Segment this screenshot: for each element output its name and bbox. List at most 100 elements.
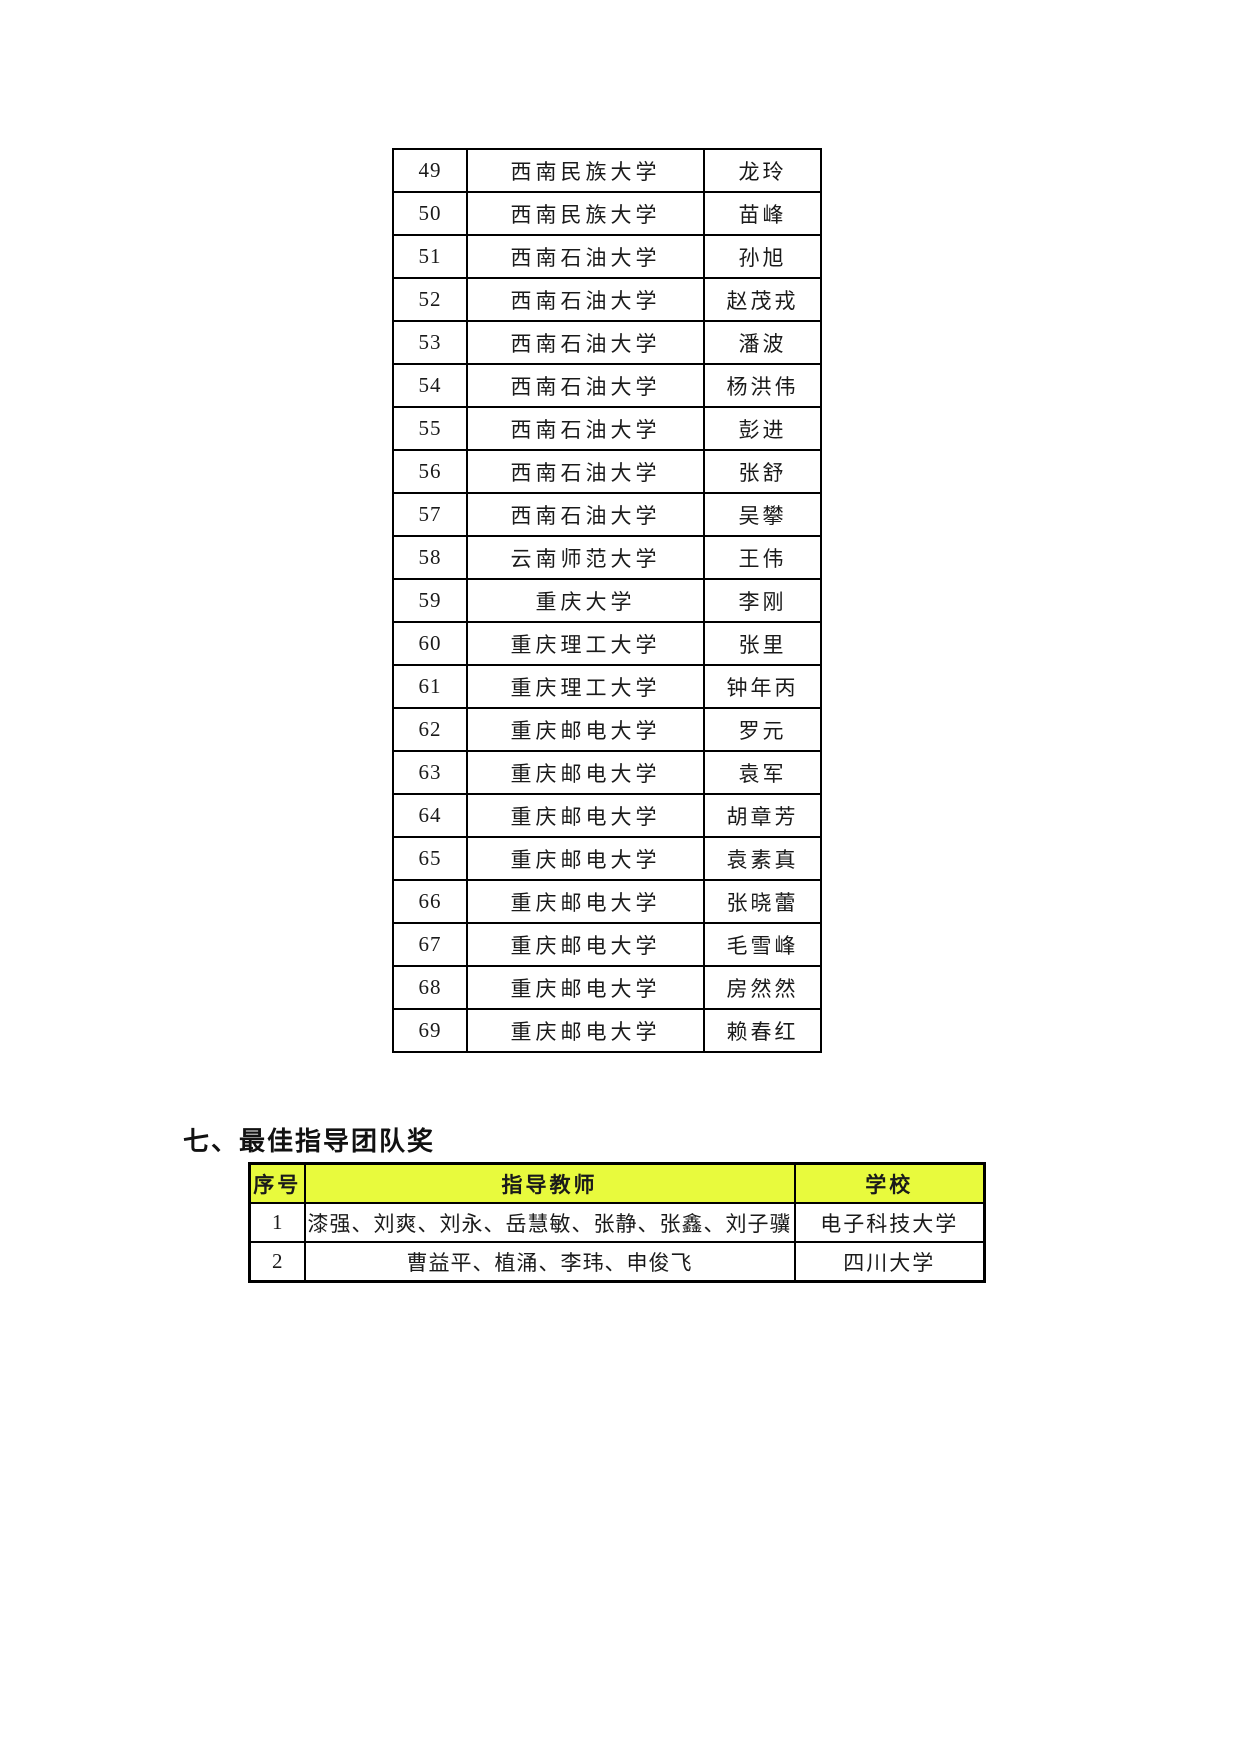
award-cell-no: 55	[392, 406, 468, 451]
header-row: 序号 指导教师 学校	[248, 1162, 986, 1204]
award-cell-name: 龙玲	[703, 148, 822, 193]
award-cell-school: 重庆邮电大学	[466, 922, 705, 967]
award-cell-name: 房然然	[703, 965, 822, 1010]
award-row: 52 西南石油大学 赵茂戎	[392, 277, 822, 322]
award-cell-no: 62	[392, 707, 468, 752]
award-cell-no: 67	[392, 922, 468, 967]
team-award-cell-teachers: 曹益平、植涌、李玮、申俊飞	[303, 1241, 796, 1283]
award-cell-name: 赵茂戎	[703, 277, 822, 322]
award-row: 53 西南石油大学 潘波	[392, 320, 822, 365]
award-cell-school: 西南石油大学	[466, 234, 705, 279]
award-row: 65 重庆邮电大学 袁素真	[392, 836, 822, 881]
team-award-row: 1 漆强、刘爽、刘永、岳慧敏、张静、张鑫、刘子骥 电子科技大学	[248, 1202, 986, 1243]
award-cell-school: 重庆邮电大学	[466, 1008, 705, 1053]
team-award-cell-school: 电子科技大学	[793, 1202, 986, 1243]
award-cell-name: 孙旭	[703, 234, 822, 279]
header-cell-no: 序号	[248, 1162, 306, 1204]
award-cell-school: 重庆邮电大学	[466, 793, 705, 838]
award-row: 63 重庆邮电大学 袁军	[392, 750, 822, 795]
award-cell-school: 西南民族大学	[466, 191, 705, 236]
award-cell-no: 50	[392, 191, 468, 236]
header-cell-school: 学校	[793, 1162, 986, 1204]
award-cell-name: 李刚	[703, 578, 822, 623]
award-cell-school: 西南石油大学	[466, 449, 705, 494]
award-cell-no: 60	[392, 621, 468, 666]
award-row: 69 重庆邮电大学 赖春红	[392, 1008, 822, 1053]
award-cell-school: 云南师范大学	[466, 535, 705, 580]
team-award-cell-no: 1	[248, 1202, 306, 1243]
award-cell-name: 袁素真	[703, 836, 822, 881]
award-cell-school: 西南民族大学	[466, 148, 705, 193]
team-award-cell-no: 2	[248, 1241, 306, 1283]
award-row: 62 重庆邮电大学 罗元	[392, 707, 822, 752]
award-cell-no: 61	[392, 664, 468, 709]
section-heading: 七、最佳指导团队奖	[183, 1126, 436, 1156]
award-cell-no: 53	[392, 320, 468, 365]
award-cell-school: 西南石油大学	[466, 363, 705, 408]
award-cell-school: 重庆邮电大学	[466, 707, 705, 752]
team-award-row: 2 曹益平、植涌、李玮、申俊飞 四川大学	[248, 1241, 986, 1283]
award-cell-school: 西南石油大学	[466, 492, 705, 537]
award-cell-school: 重庆理工大学	[466, 621, 705, 666]
award-row: 57 西南石油大学 吴攀	[392, 492, 822, 537]
award-row: 54 西南石油大学 杨洪伟	[392, 363, 822, 408]
award-cell-school: 重庆邮电大学	[466, 879, 705, 924]
award-cell-name: 张舒	[703, 449, 822, 494]
award-cell-name: 罗元	[703, 707, 822, 752]
award-cell-name: 王伟	[703, 535, 822, 580]
award-cell-school: 重庆邮电大学	[466, 836, 705, 881]
award-cell-no: 57	[392, 492, 468, 537]
team-award-table-body: 1 漆强、刘爽、刘永、岳慧敏、张静、张鑫、刘子骥 电子科技大学 2 曹益平、植涌、李玮、…	[248, 1202, 986, 1283]
award-cell-no: 66	[392, 879, 468, 924]
award-cell-school: 西南石油大学	[466, 320, 705, 365]
award-cell-no: 63	[392, 750, 468, 795]
award-table-body: 49 西南民族大学 龙玲 50 西南民族大学 苗峰 51 西南石油大学 孙旭 52 西南石油大学 赵茂…	[392, 148, 822, 1053]
award-cell-school: 西南石油大学	[466, 406, 705, 451]
award-cell-school: 重庆大学	[466, 578, 705, 623]
award-cell-name: 钟年丙	[703, 664, 822, 709]
award-cell-name: 彭进	[703, 406, 822, 451]
award-row: 58 云南师范大学 王伟	[392, 535, 822, 580]
award-cell-name: 胡章芳	[703, 793, 822, 838]
award-row: 56 西南石油大学 张舒	[392, 449, 822, 494]
award-cell-name: 张里	[703, 621, 822, 666]
award-cell-no: 52	[392, 277, 468, 322]
award-cell-school: 重庆邮电大学	[466, 965, 705, 1010]
team-award-cell-teachers: 漆强、刘爽、刘永、岳慧敏、张静、张鑫、刘子骥	[303, 1202, 796, 1243]
award-row: 51 西南石油大学 孙旭	[392, 234, 822, 279]
award-row: 68 重庆邮电大学 房然然	[392, 965, 822, 1010]
award-cell-no: 54	[392, 363, 468, 408]
award-row: 64 重庆邮电大学 胡章芳	[392, 793, 822, 838]
award-row: 55 西南石油大学 彭进	[392, 406, 822, 451]
award-cell-no: 58	[392, 535, 468, 580]
award-cell-name: 毛雪峰	[703, 922, 822, 967]
award-cell-name: 苗峰	[703, 191, 822, 236]
award-cell-no: 68	[392, 965, 468, 1010]
award-row: 60 重庆理工大学 张里	[392, 621, 822, 666]
award-cell-no: 69	[392, 1008, 468, 1053]
team-award-table: 序号 指导教师 学校 1 漆强、刘爽、刘永、岳慧敏、张静、张鑫、刘子骥 电子科技大学…	[248, 1162, 986, 1283]
header-cell-teachers: 指导教师	[303, 1162, 796, 1204]
award-row: 66 重庆邮电大学 张晓蕾	[392, 879, 822, 924]
team-award-cell-school: 四川大学	[793, 1241, 986, 1283]
award-row: 50 西南民族大学 苗峰	[392, 191, 822, 236]
award-cell-name: 张晓蕾	[703, 879, 822, 924]
award-winners-table: 49 西南民族大学 龙玲 50 西南民族大学 苗峰 51 西南石油大学 孙旭 52 西南石油大学 赵茂…	[392, 148, 822, 1053]
award-cell-no: 64	[392, 793, 468, 838]
award-cell-name: 吴攀	[703, 492, 822, 537]
award-cell-name: 潘波	[703, 320, 822, 365]
award-cell-school: 重庆邮电大学	[466, 750, 705, 795]
award-cell-name: 杨洪伟	[703, 363, 822, 408]
award-cell-no: 59	[392, 578, 468, 623]
award-cell-name: 袁军	[703, 750, 822, 795]
team-award-table-header: 序号 指导教师 学校	[248, 1162, 986, 1204]
award-cell-no: 65	[392, 836, 468, 881]
award-cell-name: 赖春红	[703, 1008, 822, 1053]
award-cell-no: 49	[392, 148, 468, 193]
award-cell-no: 56	[392, 449, 468, 494]
award-cell-school: 重庆理工大学	[466, 664, 705, 709]
award-row: 59 重庆大学 李刚	[392, 578, 822, 623]
award-row: 67 重庆邮电大学 毛雪峰	[392, 922, 822, 967]
award-cell-no: 51	[392, 234, 468, 279]
